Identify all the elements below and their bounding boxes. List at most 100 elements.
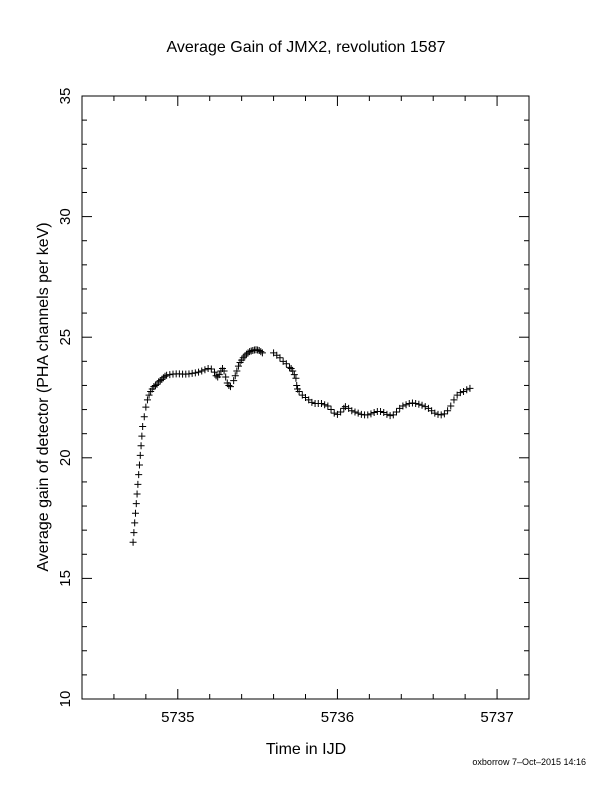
x-tick-label: 5737 [480,709,513,726]
data-point [444,407,452,415]
data-point [233,367,241,375]
data-point [135,461,143,469]
x-tick-label: 5735 [161,709,194,726]
chart-title: Average Gain of JMX2, revolution 1587 [167,39,446,56]
data-point [142,403,150,411]
y-tick-label: 25 [57,329,74,346]
data-point [389,411,397,419]
data-point [364,411,372,419]
data-point [145,391,153,399]
data-point [337,408,345,416]
data-point [289,367,297,375]
y-tick-label: 15 [57,570,74,587]
data-point [276,354,284,362]
data-point [324,402,332,410]
data-point [341,403,349,411]
data-point [138,432,146,440]
data-point [226,383,234,391]
data-point [258,349,266,357]
data-point [392,408,400,416]
data-point [158,375,166,383]
data-series [129,346,474,546]
data-point [239,354,247,362]
data-point [348,407,356,415]
data-point [211,368,219,376]
data-point [131,519,139,527]
data-point [415,400,423,408]
data-point [367,410,375,418]
data-point [215,371,223,379]
x-axis-label: Time in IJD [266,741,346,758]
data-point [440,410,448,418]
data-point [282,360,290,368]
y-tick-label: 35 [57,88,74,105]
credit-footer: oxborrow 7–Oct–2015 14:16 [472,757,586,767]
data-point [241,352,249,360]
data-point [308,398,316,406]
data-point [140,413,148,421]
data-point [151,381,159,389]
data-point [402,401,410,409]
data-point [246,348,254,356]
data-point [220,367,228,375]
data-point [198,367,206,375]
data-point [201,366,209,374]
y-tick-label: 10 [57,691,74,708]
data-point [161,372,169,380]
data-point [460,387,468,395]
data-point [293,381,301,389]
data-point [431,409,439,417]
axis-ticks [81,95,530,700]
data-point [386,412,394,420]
x-tick-label: 5736 [321,709,354,726]
data-point [195,368,203,376]
data-point [234,362,242,370]
data-point [129,538,137,546]
data-point [370,408,378,416]
data-point [354,409,362,417]
data-point [412,400,420,408]
data-point [132,500,140,508]
data-point [134,480,142,488]
data-point [437,411,445,419]
tick-labels: 5735 5736 5737 10 15 20 25 30 35 [57,88,514,726]
data-point [327,406,335,414]
data-point [317,400,325,408]
data-point [156,377,164,385]
y-tick-label: 20 [57,449,74,466]
data-point [290,371,298,379]
data-point [137,442,145,450]
data-point [456,389,464,397]
data-point [131,509,139,517]
data-point [212,372,220,380]
data-point [330,409,338,417]
y-axis-label: Average gain of detector (PHA channels p… [35,222,52,571]
data-point [207,365,215,373]
data-point [399,402,407,410]
data-point [135,471,143,479]
data-point [292,374,300,382]
data-point [321,401,329,409]
data-point [421,403,429,411]
data-point [257,348,265,356]
data-point [231,372,239,380]
data-point [286,363,294,371]
data-point [463,386,471,394]
data-point [230,377,238,385]
data-point [136,451,144,459]
data-point [191,369,199,377]
data-point [466,384,474,392]
data-point [377,407,385,415]
data-point [130,529,138,537]
data-point [295,387,303,395]
data-point [351,408,359,416]
data-point [133,490,141,498]
data-point [139,422,147,430]
data-point [163,371,171,379]
data-point [225,381,233,389]
data-point [222,373,230,381]
data-point [450,396,458,404]
y-tick-label: 30 [57,208,74,225]
data-point [447,402,455,410]
